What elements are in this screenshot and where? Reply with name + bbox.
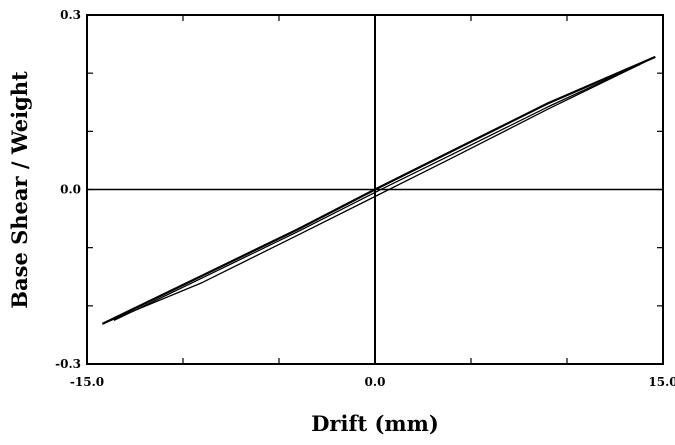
y-tick-label: -0.3 bbox=[55, 357, 81, 371]
y-tick-label: 0.0 bbox=[60, 183, 81, 197]
x-tick-label: -15.0 bbox=[70, 375, 104, 389]
x-tick-label: 0.0 bbox=[365, 375, 386, 389]
series-layer bbox=[101, 55, 656, 325]
tick-labels: -15.0 0.0 15.0 -0.3 0.0 0.3 bbox=[55, 8, 675, 389]
x-tick-label: 15.0 bbox=[648, 375, 675, 389]
series-line-3 bbox=[113, 63, 641, 321]
series-line-1 bbox=[101, 55, 656, 325]
series-line-2 bbox=[102, 56, 656, 325]
axis-ticks bbox=[86, 14, 664, 365]
x-axis-title: Drift (mm) bbox=[311, 411, 439, 436]
y-tick-label: 0.3 bbox=[60, 8, 81, 22]
y-axis-title: Base Shear / Weight bbox=[7, 71, 32, 309]
